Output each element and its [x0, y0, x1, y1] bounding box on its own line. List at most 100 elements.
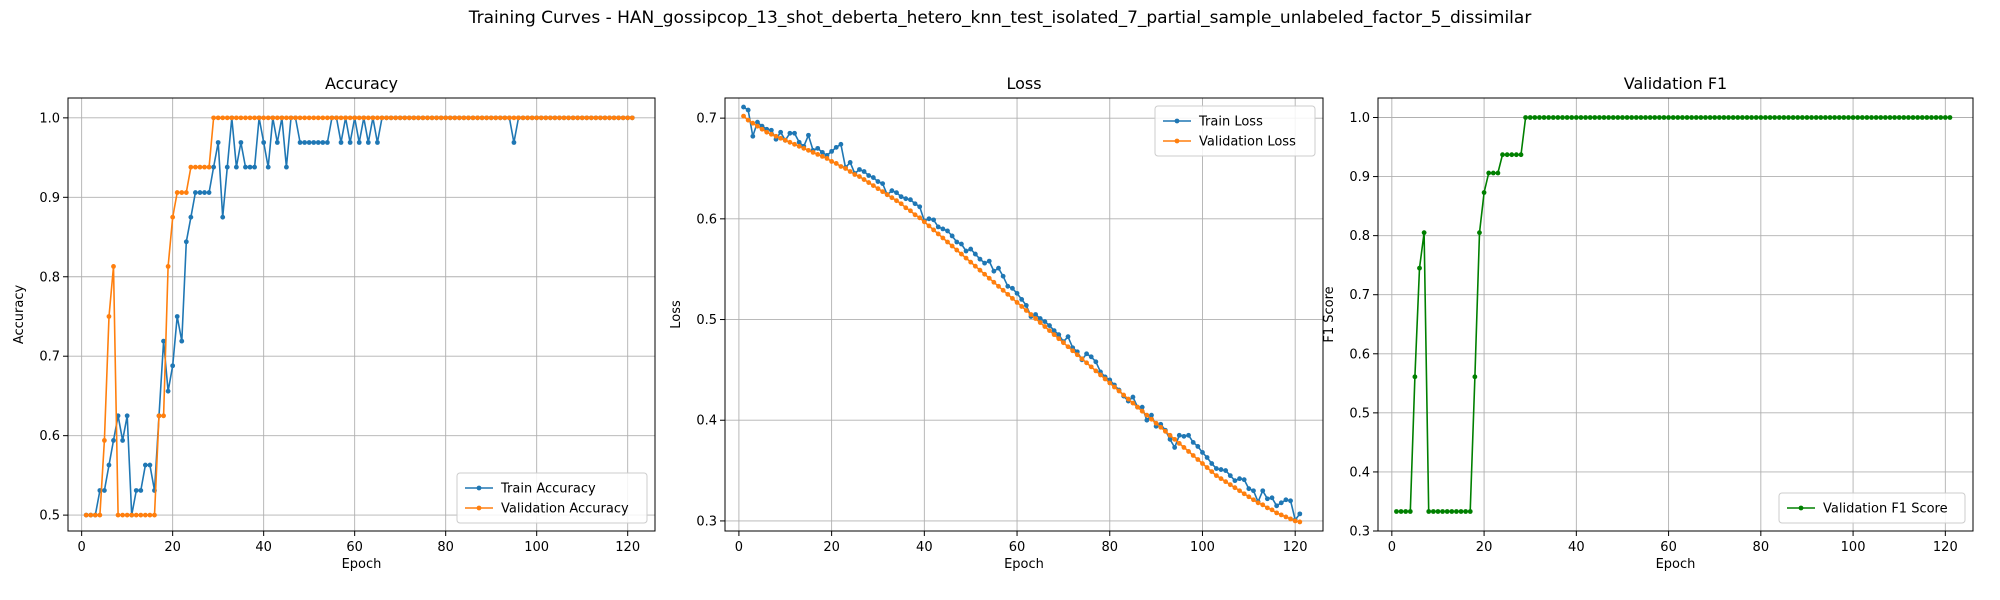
data-point	[1763, 115, 1768, 120]
data-point	[343, 115, 348, 121]
data-point	[1079, 356, 1085, 362]
data-point	[1832, 115, 1838, 120]
data-point	[857, 167, 862, 172]
data-point	[1560, 115, 1565, 120]
data-point	[861, 177, 867, 182]
data-point	[197, 164, 203, 170]
data-point	[935, 224, 941, 230]
data-point	[1074, 352, 1080, 358]
data-point	[1417, 265, 1422, 271]
data-point	[963, 248, 969, 254]
data-point	[1297, 511, 1303, 517]
data-point	[1587, 115, 1593, 120]
data-point	[497, 115, 503, 121]
data-point	[575, 115, 581, 121]
data-point	[1209, 461, 1215, 466]
data-point	[806, 147, 811, 153]
data-point	[165, 388, 171, 394]
data-point	[493, 115, 499, 121]
data-point	[306, 115, 312, 121]
data-point	[1264, 505, 1270, 511]
data-point	[815, 151, 821, 157]
data-point	[265, 115, 271, 121]
data-point	[996, 283, 1001, 289]
data-point	[1929, 115, 1934, 120]
chart-panel-2: 0 20 40 60 80 100 120 0.3 0.4 0.5 0.6 0.7 0.8 0.9 1.0 V…	[1322, 74, 1974, 572]
y-tick-label: 0.7	[39, 350, 60, 365]
data-point	[1412, 374, 1418, 380]
data-point	[252, 115, 257, 121]
data-point	[741, 104, 746, 110]
data-point	[1176, 440, 1182, 446]
data-point	[1037, 316, 1043, 321]
data-point	[1901, 115, 1907, 120]
data-point	[233, 115, 239, 121]
x-tick-label: 40	[255, 540, 272, 555]
legend-marker-0	[476, 485, 482, 491]
data-point	[88, 512, 94, 518]
data-point	[829, 159, 835, 164]
data-point	[215, 115, 221, 121]
x-axis-label: Epoch	[1656, 557, 1696, 572]
data-point	[1454, 509, 1459, 514]
data-point	[801, 145, 807, 151]
data-point	[1435, 509, 1441, 514]
data-point	[1730, 115, 1736, 120]
data-point	[1019, 304, 1025, 309]
data-point	[1014, 290, 1020, 296]
y-tick-label: 0.5	[1349, 406, 1370, 421]
data-point	[461, 115, 467, 121]
data-point	[511, 140, 517, 145]
data-point	[1102, 376, 1108, 382]
data-point	[438, 115, 444, 121]
data-point	[1014, 300, 1020, 305]
data-point	[819, 154, 825, 159]
data-point	[1767, 115, 1773, 120]
data-point	[1850, 115, 1856, 120]
x-tick-label: 120	[615, 540, 640, 555]
data-point	[894, 190, 899, 196]
data-point	[935, 231, 941, 237]
data-point	[1274, 510, 1280, 516]
data-point	[470, 115, 476, 121]
data-point	[1139, 404, 1145, 410]
data-point	[584, 115, 590, 121]
data-point	[931, 227, 937, 233]
data-point	[912, 201, 918, 207]
data-point	[142, 462, 148, 468]
data-point	[889, 195, 895, 201]
data-point	[120, 512, 126, 518]
data-point	[1592, 115, 1598, 120]
data-point	[880, 189, 886, 195]
data-point	[552, 115, 558, 121]
data-point	[1532, 115, 1538, 120]
data-point	[1712, 115, 1718, 120]
data-point	[1776, 115, 1782, 120]
data-point	[233, 164, 239, 170]
x-tick-label: 80	[1101, 540, 1118, 555]
data-point	[502, 115, 508, 121]
data-point	[238, 115, 244, 121]
data-point	[1181, 433, 1187, 439]
data-point	[1772, 115, 1778, 120]
data-point	[1042, 324, 1048, 329]
y-tick-label: 1.0	[1349, 111, 1370, 126]
chart-panel-0: 0 20 40 60 80 100 120 0.5 0.6 0.7 0.8 0.9 1.0 Accurac…	[12, 74, 656, 572]
data-point	[1596, 115, 1602, 120]
data-point	[620, 115, 626, 121]
data-point	[1088, 364, 1094, 370]
data-point	[1033, 312, 1038, 317]
data-point	[1846, 115, 1851, 120]
data-point	[1546, 115, 1552, 120]
x-tick-label: 80	[1753, 540, 1770, 555]
data-point	[1028, 312, 1034, 317]
data-point	[379, 115, 385, 121]
data-point	[1661, 115, 1667, 120]
data-point	[1675, 115, 1681, 120]
data-point	[1444, 509, 1450, 514]
data-point	[161, 338, 166, 344]
data-point	[1486, 170, 1492, 176]
plot-frame	[724, 97, 1324, 532]
x-tick-label: 20	[823, 540, 840, 555]
data-point	[602, 115, 608, 121]
